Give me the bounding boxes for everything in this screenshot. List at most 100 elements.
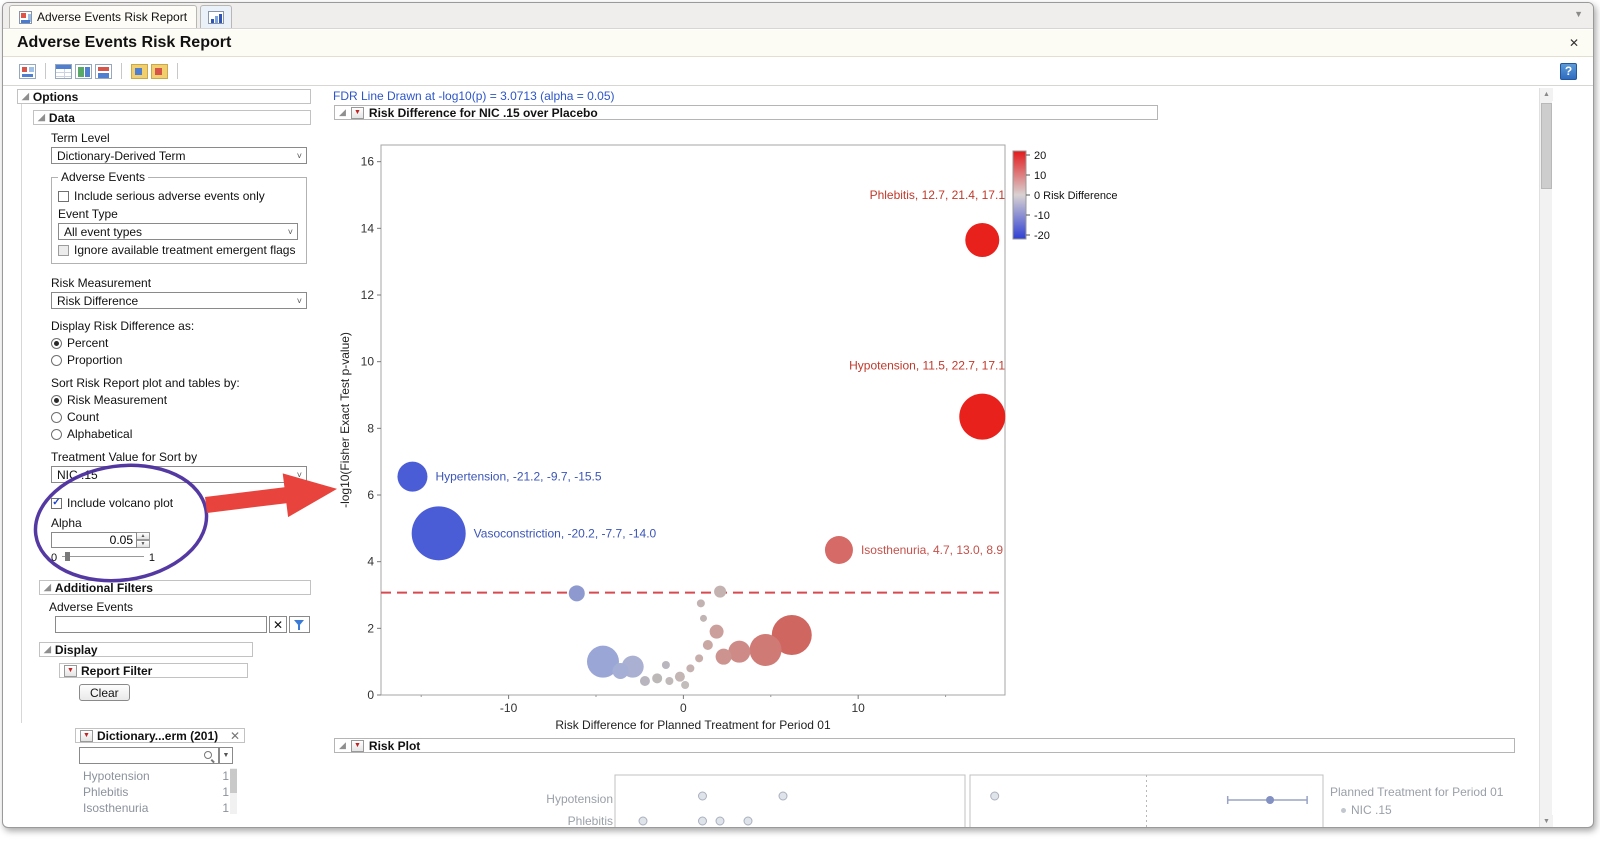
scroll-up-icon[interactable]: ▲ bbox=[1540, 88, 1553, 101]
tab-chart[interactable] bbox=[200, 5, 233, 28]
term-level-dropdown[interactable]: Dictionary-Derived Term ˅ bbox=[51, 147, 307, 164]
data-section-header[interactable]: ◢ Data bbox=[33, 110, 311, 125]
volcano-bubble-phlebitis[interactable] bbox=[965, 223, 1000, 257]
volcano-checkbox-row[interactable]: ✓ Include volcano plot bbox=[51, 496, 309, 510]
list-item[interactable]: Phlebitis 1 bbox=[75, 784, 237, 800]
help-button[interactable]: ? bbox=[1560, 62, 1577, 80]
volcano-point[interactable] bbox=[714, 585, 727, 598]
scroll-down-icon[interactable]: ▼ bbox=[1540, 815, 1553, 827]
volcano-point[interactable] bbox=[728, 640, 751, 663]
close-icon[interactable]: ✕ bbox=[229, 728, 240, 743]
log-window-icon[interactable] bbox=[151, 63, 168, 79]
spinner-down-icon[interactable]: ▼ bbox=[137, 540, 150, 548]
event-type-dropdown[interactable]: All event types ˅ bbox=[58, 223, 298, 240]
layout-icon[interactable] bbox=[95, 63, 112, 79]
ignore-flags-checkbox[interactable] bbox=[58, 244, 69, 256]
volcano-point[interactable] bbox=[686, 664, 695, 673]
data-table-icon[interactable] bbox=[55, 63, 72, 79]
funnel-icon bbox=[293, 619, 306, 631]
volcano-point[interactable] bbox=[699, 614, 707, 622]
risk-measurement-dropdown[interactable]: Risk Difference ˅ bbox=[51, 292, 307, 309]
red-triangle-menu-button[interactable]: ▼ bbox=[80, 729, 93, 742]
volcano-point[interactable] bbox=[771, 615, 812, 655]
volcano-point[interactable] bbox=[749, 634, 782, 666]
volcano-point[interactable] bbox=[639, 676, 650, 686]
risk-plot-point[interactable] bbox=[778, 791, 788, 801]
risk-plot-point[interactable] bbox=[743, 816, 753, 826]
percent-radio[interactable] bbox=[51, 337, 62, 349]
adverse-events-filter-input[interactable] bbox=[55, 616, 267, 633]
sort-count-radio[interactable] bbox=[51, 411, 62, 423]
list-item[interactable]: Hypotension 1 bbox=[75, 768, 237, 784]
ignore-flags-checkbox-row[interactable]: Ignore available treatment emergent flag… bbox=[58, 243, 300, 257]
dictionary-search-input[interactable] bbox=[79, 747, 219, 764]
search-options-button[interactable]: ▼ bbox=[219, 747, 233, 764]
include-volcano-checkbox[interactable]: ✓ bbox=[51, 497, 62, 509]
volcano-bubble-hypotension[interactable] bbox=[959, 393, 1006, 440]
serious-only-checkbox-row[interactable]: Include serious adverse events only bbox=[58, 189, 300, 203]
volcano-point[interactable] bbox=[715, 648, 732, 665]
red-triangle-menu-button[interactable]: ▼ bbox=[350, 106, 364, 119]
volcano-bubble-hypertension[interactable] bbox=[397, 461, 428, 492]
red-triangle-menu-button[interactable]: ▼ bbox=[350, 739, 364, 752]
sort-risk-measurement-radio[interactable] bbox=[51, 394, 62, 406]
treatment-dropdown[interactable]: NIC .15 ˅ bbox=[51, 466, 307, 483]
volcano-section-header[interactable]: ◢ ▼ Risk Difference for NIC .15 over Pla… bbox=[334, 105, 1158, 120]
spinner-up-icon[interactable]: ▲ bbox=[137, 532, 150, 540]
serious-only-checkbox[interactable] bbox=[58, 190, 69, 202]
volcano-point[interactable] bbox=[661, 661, 670, 669]
volcano-point[interactable] bbox=[568, 585, 585, 602]
radio-risk-measurement-row[interactable]: Risk Measurement bbox=[51, 393, 309, 407]
alpha-slider-thumb[interactable] bbox=[65, 551, 71, 561]
risk-plot-point[interactable] bbox=[990, 791, 1000, 801]
risk-plot-point[interactable] bbox=[698, 791, 707, 801]
volcano-point[interactable] bbox=[702, 640, 713, 650]
filter-funnel-button[interactable] bbox=[289, 616, 310, 633]
report-filter-header[interactable]: ▼ Report Filter bbox=[59, 663, 248, 678]
volcano-bubble-vasoconstriction[interactable] bbox=[411, 506, 466, 561]
risk-plot-point[interactable] bbox=[638, 816, 648, 826]
volcano-point[interactable] bbox=[665, 677, 674, 685]
journal-icon[interactable] bbox=[75, 63, 92, 79]
radio-proportion-row[interactable]: Proportion bbox=[51, 353, 309, 367]
main-scrollbar[interactable]: ▲ ▼ bbox=[1539, 88, 1553, 827]
list-scrollbar[interactable] bbox=[230, 768, 237, 814]
volcano-point[interactable] bbox=[586, 645, 619, 678]
report-window-icon[interactable] bbox=[19, 63, 36, 79]
close-icon[interactable]: ✕ bbox=[1568, 36, 1579, 50]
clear-button[interactable]: Clear bbox=[79, 684, 130, 701]
radio-count-row[interactable]: Count bbox=[51, 410, 309, 424]
tab-adverse-events-risk-report[interactable]: Adverse Events Risk Report bbox=[9, 5, 198, 28]
red-triangle-menu-button[interactable]: ▼ bbox=[64, 664, 77, 677]
clear-filter-button[interactable]: ✕ bbox=[269, 616, 287, 633]
scrollbar-thumb[interactable] bbox=[1541, 103, 1552, 189]
sort-alphabetical-radio[interactable] bbox=[51, 428, 62, 440]
risk-plot-point[interactable] bbox=[715, 816, 725, 826]
additional-filters-header[interactable]: ◢ Additional Filters bbox=[39, 580, 311, 595]
volcano-point[interactable] bbox=[652, 673, 663, 684]
options-section-header[interactable]: ◢ Options bbox=[17, 89, 311, 104]
dictionary-panel-header[interactable]: ▼ Dictionary...erm (201) ✕ bbox=[75, 728, 245, 743]
risk-plot-legend-item[interactable]: NIC .15 bbox=[1341, 803, 1392, 817]
display-section-header[interactable]: ◢ Display bbox=[39, 642, 253, 657]
volcano-point[interactable] bbox=[696, 599, 705, 608]
fdr-line-note: FDR Line Drawn at -log10(p) = 3.0713 (al… bbox=[333, 89, 615, 103]
volcano-point[interactable] bbox=[612, 663, 629, 679]
interval-center-point[interactable] bbox=[1266, 796, 1275, 804]
volcano-point[interactable] bbox=[695, 654, 704, 663]
volcano-point[interactable] bbox=[681, 681, 690, 689]
risk-plot-section-header[interactable]: ◢ ▼ Risk Plot bbox=[334, 738, 1515, 753]
volcano-point[interactable] bbox=[674, 671, 685, 682]
tab-overflow-icon[interactable]: ▼ bbox=[1574, 9, 1583, 19]
proportion-radio[interactable] bbox=[51, 354, 62, 366]
volcano-point[interactable] bbox=[709, 624, 724, 639]
list-scrollbar-thumb[interactable] bbox=[230, 769, 237, 793]
radio-alphabetical-row[interactable]: Alphabetical bbox=[51, 427, 309, 441]
list-item[interactable]: Isosthenuria 1 bbox=[75, 800, 237, 816]
radio-percent-row[interactable]: Percent bbox=[51, 336, 309, 350]
script-window-icon[interactable] bbox=[131, 63, 148, 79]
volcano-bubble-isosthenuria[interactable] bbox=[824, 536, 853, 564]
risk-plot-point[interactable] bbox=[698, 816, 707, 826]
alpha-slider-track[interactable] bbox=[62, 551, 144, 561]
alpha-input[interactable] bbox=[51, 532, 137, 548]
